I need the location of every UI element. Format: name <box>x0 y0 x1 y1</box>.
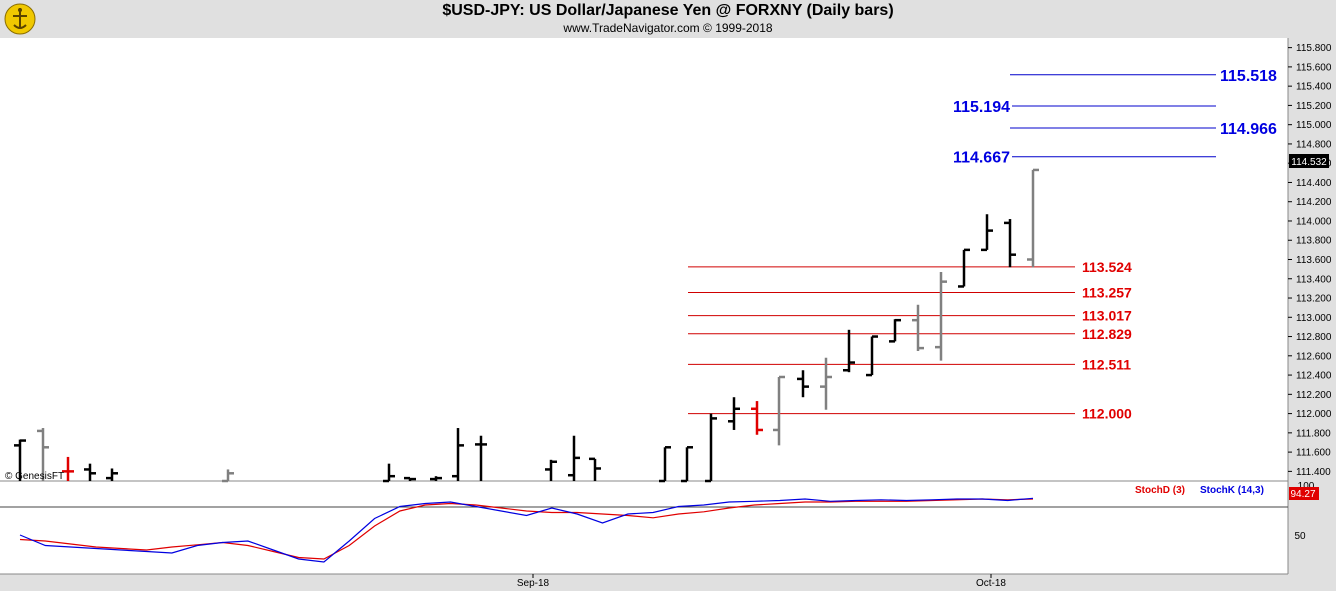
stoch-panel <box>0 481 1288 574</box>
support-level-label: 112.000 <box>1082 406 1132 422</box>
last-price-badge <box>1289 154 1329 168</box>
price-tick-label: 113.000 <box>1296 313 1332 324</box>
price-tick-label: 111.800 <box>1296 428 1331 439</box>
price-tick-label: 114.800 <box>1296 139 1332 150</box>
ohlc-bar <box>820 357 832 410</box>
price-axis-ticks: 115.800 115.600 115.400 115.200 115.000 114.8… <box>1288 43 1332 478</box>
price-tick-label: 115.600 <box>1296 62 1332 73</box>
chart-subtitle: www.TradeNavigator.com © 1999-2018 <box>563 21 773 35</box>
support-level-label: 113.524 <box>1082 259 1132 275</box>
ohlc-bar <box>222 469 234 483</box>
ohlc-bar <box>383 463 395 483</box>
stochk-legend: StochK (14,3) <box>1200 485 1264 496</box>
ohlc-bar <box>751 401 763 435</box>
price-tick-label: 113.800 <box>1296 236 1332 247</box>
support-level-label: 112.829 <box>1082 326 1132 342</box>
ohlc-bar <box>37 428 49 481</box>
ohlc-bar <box>728 397 740 430</box>
stochastic-lines <box>19 497 1034 563</box>
stoch-last-value: 94.27 <box>1290 489 1315 500</box>
target-level-label: 114.667 <box>953 150 1010 167</box>
price-tick-label: 112.000 <box>1296 409 1332 420</box>
support-level-label: 113.017 <box>1082 308 1132 324</box>
ohlc-bar <box>1027 168 1039 268</box>
ohlc-bar <box>106 468 118 481</box>
price-panel <box>0 38 1288 481</box>
target-level-label: 114.966 <box>1220 121 1277 138</box>
target-level-label: 115.518 <box>1220 68 1277 85</box>
stoch-last-badge <box>1289 487 1319 500</box>
price-tick-label: 115.800 <box>1296 43 1332 54</box>
price-tick-label: 111.600 <box>1296 448 1331 459</box>
time-label-sep: Sep-18 <box>517 578 550 589</box>
ohlc-bar <box>889 318 901 343</box>
trade-navigator-logo-icon <box>4 3 36 35</box>
ohlc-bar <box>797 370 809 398</box>
price-tick-label: 114.000 <box>1296 216 1332 227</box>
support-level-label: 112.511 <box>1082 356 1131 372</box>
stochd-line <box>19 498 1034 560</box>
level-lines: 113.524 113.257 113.017 112.829 112.511 112.0… <box>688 68 1277 422</box>
ohlc-bar <box>1004 219 1016 268</box>
price-tick-label: 112.600 <box>1296 351 1332 362</box>
stoch-tick-50: 50 <box>1294 531 1306 542</box>
ohlc-bar <box>568 435 580 481</box>
price-tick-label: 115.000 <box>1296 120 1332 131</box>
ohlc-bar <box>843 329 855 373</box>
last-price-label: 114.532 <box>1291 157 1327 168</box>
ohlc-bar <box>705 413 717 483</box>
ohlc-bar <box>430 476 442 481</box>
ohlc-bar <box>935 272 947 361</box>
price-tick-label: 113.400 <box>1296 274 1332 285</box>
watermark-text: © GenesisFT <box>5 471 64 482</box>
price-tick-label: 112.200 <box>1296 390 1332 401</box>
price-tick-label: 115.400 <box>1296 82 1332 93</box>
price-tick-label: 111.400 <box>1296 467 1331 478</box>
ohlc-bar <box>452 428 464 481</box>
ohlc-bar <box>866 335 878 377</box>
stochd-legend: StochD (3) <box>1135 485 1185 496</box>
price-tick-label: 114.200 <box>1296 197 1332 208</box>
ohlc-bars <box>14 168 1039 483</box>
support-level-label: 113.257 <box>1082 285 1132 301</box>
stoch-tick-100: 100 <box>1298 481 1315 492</box>
ohlc-bar <box>681 446 693 483</box>
ohlc-bar <box>589 457 601 481</box>
price-tick-label: 113.200 <box>1296 294 1332 305</box>
ohlc-bar <box>14 439 26 481</box>
price-axis-panel <box>1288 38 1336 481</box>
ohlc-bar <box>404 476 416 481</box>
stochk-line <box>19 497 1034 563</box>
ohlc-bar <box>912 304 924 351</box>
ohlc-bar <box>545 459 557 481</box>
price-tick-label: 112.400 <box>1296 371 1332 382</box>
price-tick-label: 114.400 <box>1296 178 1332 189</box>
ohlc-bar <box>84 463 96 481</box>
chart-title: $USD-JPY: US Dollar/Japanese Yen @ FORXN… <box>442 2 894 19</box>
ohlc-bar <box>958 248 970 288</box>
price-tick-label: 112.800 <box>1296 332 1332 343</box>
ohlc-bar <box>475 435 487 481</box>
time-axis-panel <box>0 574 1336 591</box>
time-label-oct: Oct-18 <box>976 578 1006 589</box>
target-level-label: 115.194 <box>953 99 1010 116</box>
ohlc-bar <box>773 375 785 446</box>
ohlc-bar <box>981 214 993 252</box>
chart-header: $USD-JPY: US Dollar/Japanese Yen @ FORXN… <box>0 0 1336 38</box>
price-tick-label: 113.600 <box>1296 255 1332 266</box>
ohlc-bar <box>62 456 74 481</box>
ohlc-bar <box>659 446 671 483</box>
price-tick-label: 115.200 <box>1296 101 1332 112</box>
